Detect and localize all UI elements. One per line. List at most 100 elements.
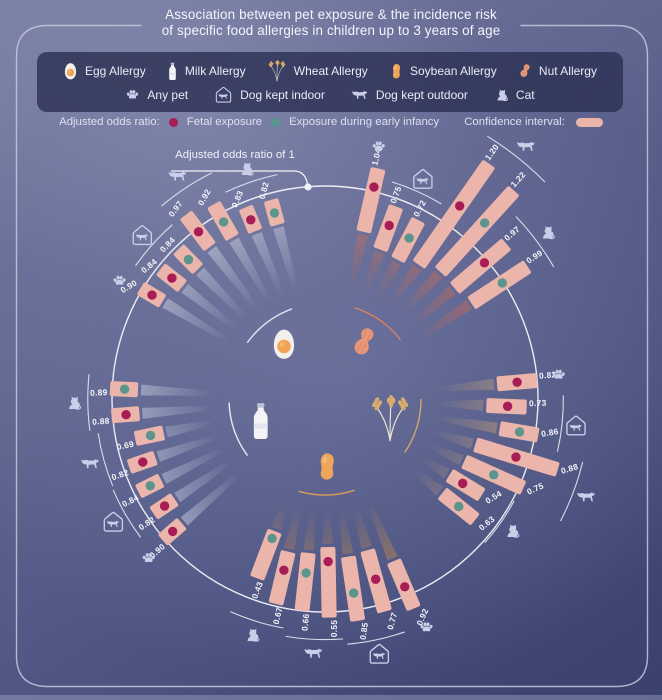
group-inner-arc bbox=[228, 402, 248, 456]
or-label: 0.82 bbox=[257, 181, 271, 201]
or-dot-early_infancy bbox=[145, 430, 156, 441]
or-dot-early_infancy bbox=[454, 501, 464, 512]
or-dot-fetal bbox=[246, 215, 256, 225]
bar-layer bbox=[109, 160, 560, 622]
or-dot-early_infancy bbox=[514, 427, 525, 437]
legend-label: Any pet bbox=[147, 87, 189, 102]
ci-bar bbox=[450, 239, 511, 294]
legend-item-cat: Cat bbox=[494, 88, 535, 102]
or-dot-early_infancy bbox=[145, 481, 155, 491]
streak bbox=[229, 237, 272, 303]
fetal-label: Fetal exposure bbox=[186, 116, 263, 128]
milk-icon bbox=[253, 403, 268, 440]
streak bbox=[181, 283, 239, 332]
streak bbox=[417, 300, 472, 340]
or-label: 0.43 bbox=[249, 580, 265, 600]
or-label: 0.84 bbox=[120, 492, 140, 509]
streak-layer bbox=[140, 226, 498, 561]
streak bbox=[408, 286, 456, 328]
title-line-1: Association between pet exposure & the i… bbox=[165, 7, 497, 22]
or-dot-fetal bbox=[457, 478, 468, 489]
fetal-dot bbox=[168, 117, 178, 127]
infancy-dot bbox=[271, 117, 281, 127]
legend-item-nut-allergy: Nut Allergy bbox=[518, 62, 597, 80]
or-dot-fetal bbox=[167, 526, 178, 537]
or-label: 0.54 bbox=[483, 488, 503, 506]
or-label: 1.22 bbox=[508, 170, 527, 190]
legend-label: Cat bbox=[515, 87, 535, 102]
or-label: 0.82 bbox=[539, 369, 557, 380]
subgroup-arc bbox=[285, 635, 344, 641]
streak bbox=[374, 259, 402, 301]
cat-icon bbox=[506, 524, 520, 538]
ci-bar bbox=[268, 550, 296, 606]
or-label: 0.84 bbox=[158, 235, 177, 255]
dog-icon bbox=[168, 171, 187, 181]
subgroup-arc bbox=[112, 489, 142, 538]
soybean-icon bbox=[320, 453, 334, 480]
or-label: 0.88 bbox=[92, 415, 110, 426]
or-label: 0.92 bbox=[196, 187, 213, 207]
page-title: Association between pet exposure & the i… bbox=[0, 7, 662, 39]
or-dot-fetal bbox=[479, 258, 490, 268]
group-inner-arc bbox=[404, 398, 422, 453]
adjusted-or-label: Adjusted odds ratio: bbox=[59, 116, 160, 128]
soybean-icon bbox=[392, 63, 401, 78]
legend-item-dog-outdoor: Dog kept outdoor bbox=[351, 88, 468, 102]
streak bbox=[348, 233, 369, 291]
or-dot-fetal bbox=[121, 409, 131, 420]
ci-label: Confidence interval: bbox=[464, 116, 565, 128]
legend-item-dog-indoor: Dog kept indoor bbox=[214, 85, 325, 104]
legend-label: Egg Allergy bbox=[85, 64, 146, 78]
cat-icon bbox=[68, 396, 82, 410]
or-dot-fetal bbox=[369, 182, 379, 192]
cat-icon bbox=[496, 88, 508, 101]
streak bbox=[180, 470, 242, 526]
group-inner-arc bbox=[298, 489, 356, 496]
or-label: 0.90 bbox=[119, 278, 139, 296]
house-dog-icon bbox=[104, 513, 122, 532]
or-dot-fetal bbox=[193, 227, 204, 237]
or-label: 0.73 bbox=[529, 398, 547, 409]
or-label: 0.69 bbox=[116, 439, 135, 452]
or-dot-fetal bbox=[454, 201, 465, 211]
or-dot-fetal bbox=[167, 273, 177, 283]
or-dot-fetal bbox=[147, 290, 157, 300]
frame-border bbox=[15, 24, 649, 688]
cat-icon bbox=[246, 628, 260, 642]
ci-bar bbox=[435, 186, 519, 277]
legend-row-series: Adjusted odds ratio: Fetal exposure Expo… bbox=[0, 116, 662, 128]
legend-item-wheat-allergy: Wheat Allergy bbox=[267, 60, 368, 82]
streak bbox=[161, 446, 226, 484]
streak bbox=[270, 502, 288, 531]
legend-label: Soybean Allergy bbox=[410, 64, 497, 78]
streak bbox=[431, 429, 474, 450]
streak bbox=[273, 226, 298, 292]
egg-icon bbox=[64, 62, 77, 79]
or-label: 0.77 bbox=[385, 611, 399, 631]
subgroup-arc bbox=[97, 433, 114, 487]
or-dot-fetal bbox=[502, 401, 513, 412]
group-inner-arc bbox=[354, 306, 402, 341]
streak bbox=[174, 459, 234, 503]
cat-icon bbox=[542, 225, 555, 240]
baseline-callout-label: Adjusted odds ratio of 1 bbox=[175, 149, 295, 161]
streak bbox=[419, 455, 450, 479]
subgroup-arc bbox=[87, 374, 91, 431]
or-label: 0.83 bbox=[229, 189, 245, 209]
or-label: 1.20 bbox=[483, 142, 501, 162]
ci-bar bbox=[356, 167, 386, 234]
or-dot-early_infancy bbox=[267, 533, 277, 544]
streak bbox=[140, 384, 214, 396]
streak bbox=[387, 264, 422, 309]
or-dot-early_infancy bbox=[301, 568, 311, 578]
legend-item-egg-allergy: Egg Allergy bbox=[63, 62, 146, 81]
subgroup-arc bbox=[161, 172, 212, 207]
subgroup-arc bbox=[487, 135, 546, 183]
or-label: 0.97 bbox=[166, 199, 185, 219]
ci-swatch bbox=[575, 117, 603, 127]
or-dot-fetal bbox=[511, 452, 521, 462]
legend-item-soybean-allergy: Soybean Allergy bbox=[389, 63, 497, 80]
or-dot-early_infancy bbox=[218, 217, 229, 227]
or-label: 0.89 bbox=[90, 387, 108, 398]
